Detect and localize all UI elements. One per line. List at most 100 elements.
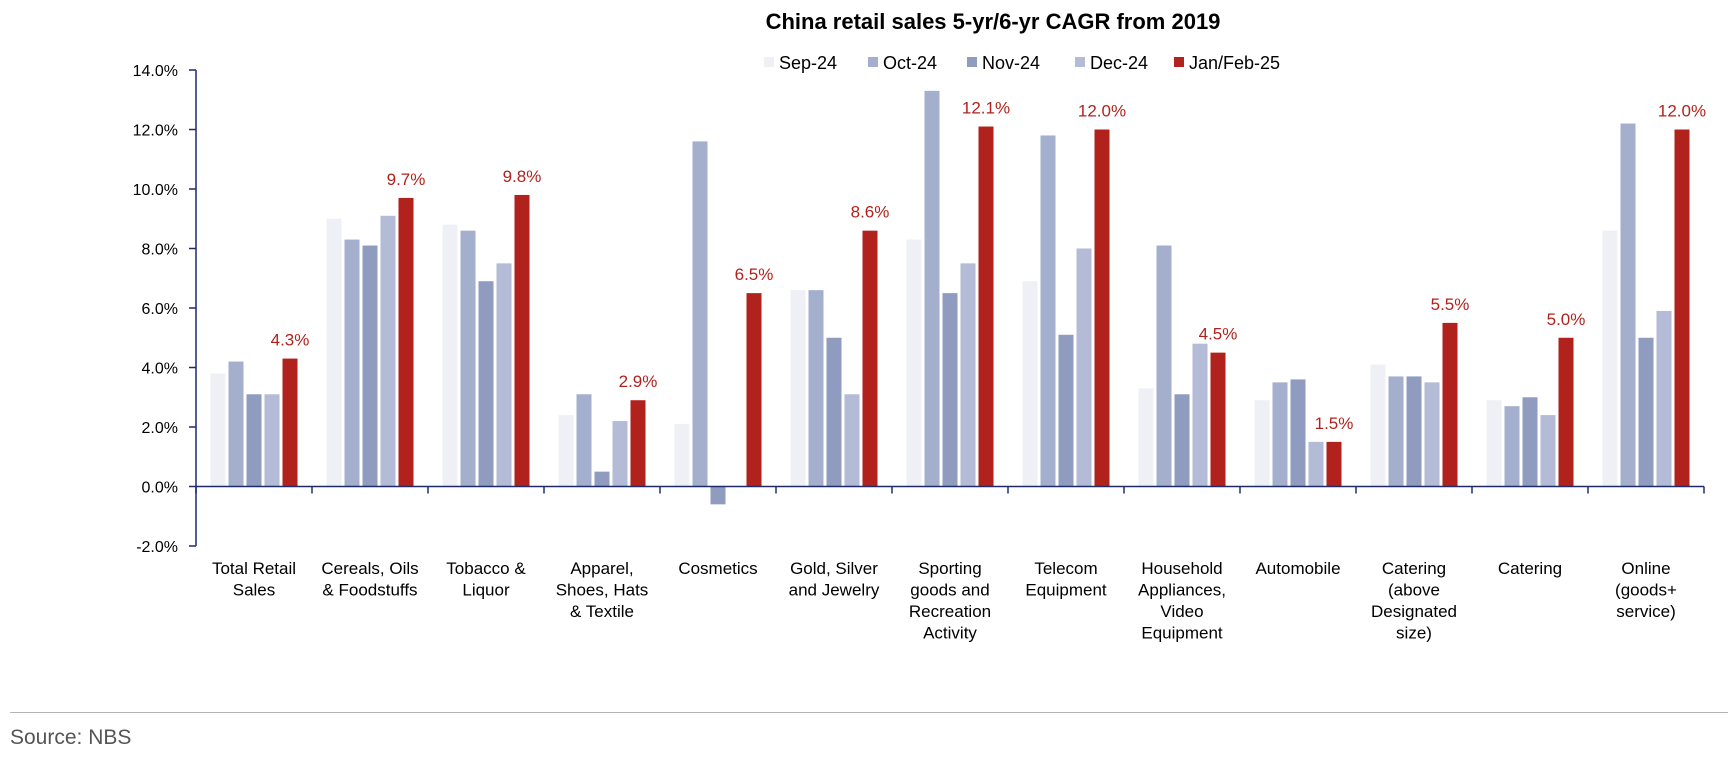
category-label-12: service) <box>1616 602 1676 621</box>
category-label-8: Video <box>1160 602 1203 621</box>
bar-7-4 <box>1094 129 1110 487</box>
bar-2-2 <box>478 281 494 487</box>
bar-9-0 <box>1254 400 1270 487</box>
bar-2-0 <box>442 224 458 487</box>
bar-1-1 <box>344 239 360 487</box>
y-tick-label: 0.0% <box>142 480 178 497</box>
bar-12-4 <box>1674 129 1690 487</box>
y-tick-label: 8.0% <box>142 242 178 259</box>
y-axis: -2.0% 0.0% 2.0% 4.0% 6.0% 8.0% 10.0% 12.0% 14.0% <box>133 63 197 556</box>
bar-9-4 <box>1326 441 1342 487</box>
footer-divider <box>10 712 1728 713</box>
legend-swatch-2 <box>967 57 977 67</box>
category-label-3: Shoes, Hats <box>556 581 649 600</box>
bar-3-1 <box>576 394 592 487</box>
legend-swatch-0 <box>764 57 774 67</box>
bar-4-4 <box>746 293 762 487</box>
category-label-8: Household <box>1141 559 1222 578</box>
bar-11-3 <box>1540 415 1556 487</box>
data-label-12: 12.0% <box>1658 102 1706 121</box>
bar-10-0 <box>1370 364 1386 487</box>
y-tick-label: 10.0% <box>133 182 178 199</box>
bar-10-1 <box>1388 376 1404 487</box>
legend-label-1: Oct-24 <box>883 53 937 73</box>
y-tick-label: 14.0% <box>133 63 178 80</box>
bar-10-4 <box>1442 322 1458 487</box>
bar-6-0 <box>906 239 922 487</box>
bar-11-1 <box>1504 406 1520 487</box>
bar-5-0 <box>790 290 806 487</box>
bar-7-1 <box>1040 135 1056 487</box>
bar-1-2 <box>362 245 378 487</box>
category-label-7: Telecom <box>1034 559 1097 578</box>
y-tick-label: 6.0% <box>142 301 178 318</box>
bar-3-4 <box>630 400 646 487</box>
category-label-2: Liquor <box>462 581 510 600</box>
y-tick-label: 12.0% <box>133 123 178 140</box>
bar-1-3 <box>380 215 396 487</box>
data-label-7: 12.0% <box>1078 102 1126 121</box>
category-label-2: Tobacco & <box>446 559 526 578</box>
bar-6-1 <box>924 90 940 487</box>
category-label-7: Equipment <box>1025 581 1107 600</box>
bar-1-4 <box>398 197 414 487</box>
data-label-8: 4.5% <box>1199 325 1238 344</box>
legend-swatch-1 <box>868 57 878 67</box>
category-label-10: Designated <box>1371 602 1457 621</box>
bar-8-2 <box>1174 394 1190 487</box>
bar-2-1 <box>460 230 476 487</box>
y-tick-label: 2.0% <box>142 420 178 437</box>
data-label-3: 2.9% <box>619 372 658 391</box>
category-label-6: Recreation <box>909 602 991 621</box>
chart-title: China retail sales 5-yr/6-yr CAGR from 2… <box>766 9 1221 34</box>
category-label-1: Cereals, Oils <box>321 559 418 578</box>
bar-5-4 <box>862 230 878 487</box>
data-label-0: 4.3% <box>271 331 310 350</box>
bar-7-3 <box>1076 248 1092 487</box>
bar-11-2 <box>1522 397 1538 487</box>
bar-groups <box>210 90 1690 505</box>
bar-7-0 <box>1022 281 1038 487</box>
bar-6-2 <box>942 293 958 487</box>
legend-label-3: Dec-24 <box>1090 53 1148 73</box>
bar-3-3 <box>612 421 628 487</box>
bar-8-1 <box>1156 245 1172 487</box>
category-label-12: (goods+ <box>1615 581 1677 600</box>
data-label-9: 1.5% <box>1315 414 1354 433</box>
category-label-4: Cosmetics <box>678 559 757 578</box>
data-label-1: 9.7% <box>387 170 426 189</box>
legend-label-4: Jan/Feb-25 <box>1189 53 1280 73</box>
bar-12-2 <box>1638 337 1654 487</box>
data-label-6: 12.1% <box>962 99 1010 118</box>
bar-6-4 <box>978 126 994 487</box>
bar-9-1 <box>1272 382 1288 487</box>
category-label-5: Gold, Silver <box>790 559 878 578</box>
bar-10-3 <box>1424 382 1440 487</box>
bar-11-0 <box>1486 400 1502 487</box>
bar-5-2 <box>826 337 842 487</box>
x-axis <box>195 485 1705 494</box>
data-label-5: 8.6% <box>851 203 890 222</box>
bar-12-1 <box>1620 123 1636 487</box>
data-label-11: 5.0% <box>1547 310 1586 329</box>
bar-9-2 <box>1290 379 1306 487</box>
category-label-6: Sporting <box>918 559 981 578</box>
category-label-6: goods and <box>910 581 989 600</box>
retail-sales-cagr-chart: China retail sales 5-yr/6-yr CAGR from 2… <box>133 9 1706 643</box>
data-label-4: 6.5% <box>735 265 774 284</box>
bar-7-2 <box>1058 334 1074 487</box>
legend-label-0: Sep-24 <box>779 53 837 73</box>
legend-swatch-3 <box>1075 57 1085 67</box>
bar-0-1 <box>228 361 244 487</box>
bar-4-0 <box>674 424 690 487</box>
legend-swatch-4 <box>1174 57 1184 67</box>
legend-label-2: Nov-24 <box>982 53 1040 73</box>
bar-0-0 <box>210 373 226 487</box>
source-note: Source: NBS <box>10 726 132 749</box>
category-label-6: Activity <box>923 624 977 643</box>
bar-3-2 <box>594 471 610 487</box>
bar-6-3 <box>960 263 976 487</box>
category-label-0: Sales <box>233 581 276 600</box>
y-tick-label: 4.0% <box>142 361 178 378</box>
bar-3-0 <box>558 415 574 487</box>
